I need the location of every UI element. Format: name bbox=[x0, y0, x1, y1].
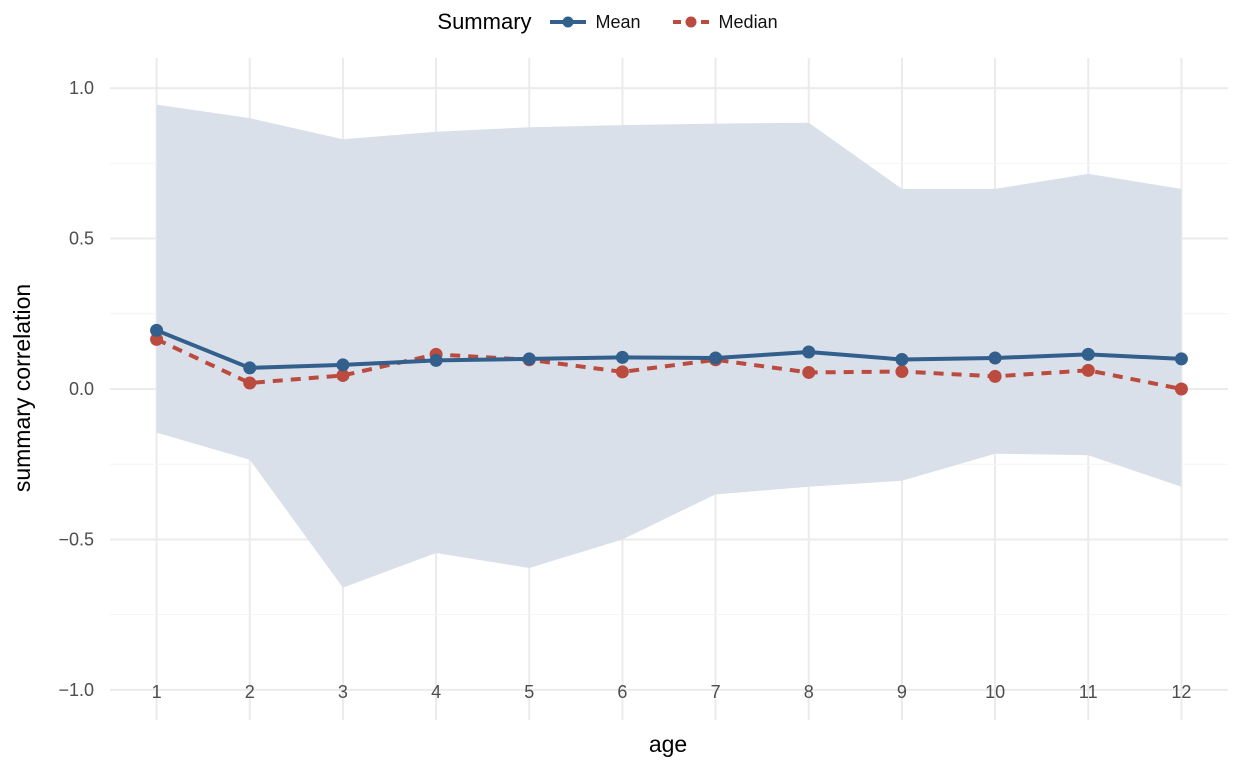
point-mean bbox=[709, 351, 723, 365]
point-median bbox=[615, 365, 629, 379]
x-tick-label: 3 bbox=[338, 682, 348, 702]
point-mean bbox=[988, 351, 1002, 365]
series-line-mean bbox=[155, 328, 1182, 370]
series-line-median bbox=[155, 337, 1182, 391]
series-layer bbox=[150, 323, 1188, 396]
legend-title: Summary bbox=[437, 9, 532, 34]
point-median bbox=[1081, 363, 1095, 377]
point-mean bbox=[150, 323, 164, 337]
point-median bbox=[243, 376, 257, 390]
point-mean bbox=[336, 358, 350, 372]
point-mean bbox=[615, 350, 629, 364]
x-axis-title: age bbox=[649, 731, 687, 757]
point-mean bbox=[895, 353, 909, 367]
point-mean bbox=[1081, 347, 1095, 361]
x-tick-label: 1 bbox=[152, 682, 162, 702]
x-tick-label: 9 bbox=[897, 682, 907, 702]
point-mean bbox=[1174, 352, 1188, 366]
y-tick-label: 0.5 bbox=[69, 229, 94, 249]
x-tick-label: 10 bbox=[985, 682, 1005, 702]
point-median bbox=[802, 365, 816, 379]
y-tick-label: 0.0 bbox=[69, 379, 94, 399]
legend-label-mean: Mean bbox=[595, 11, 641, 32]
point-mean bbox=[522, 352, 536, 366]
legend-label-median: Median bbox=[718, 11, 778, 32]
y-tick-label: 1.0 bbox=[69, 78, 94, 98]
x-tick-label: 12 bbox=[1171, 682, 1191, 702]
legend-key-mean bbox=[549, 16, 586, 28]
legend-item-median: Median bbox=[671, 12, 778, 33]
x-tick-label: 6 bbox=[617, 682, 627, 702]
point-mean bbox=[429, 353, 443, 367]
point-mean bbox=[243, 361, 257, 375]
point-median bbox=[988, 369, 1002, 383]
point-median bbox=[1174, 382, 1188, 396]
x-tick-label: 4 bbox=[431, 682, 441, 702]
y-axis-title: summary correlation bbox=[9, 284, 35, 492]
legend-key-median bbox=[672, 16, 709, 28]
x-tick-label: 11 bbox=[1079, 682, 1098, 702]
point-median bbox=[895, 365, 909, 379]
x-tick-label: 7 bbox=[711, 682, 721, 702]
x-tick-label: 2 bbox=[245, 682, 255, 702]
tick-labels: 1 2 3 4 5 6 7 8 9 10 11 12−1.0−0.50.00.51.0 bbox=[58, 78, 1191, 702]
y-tick-label: −0.5 bbox=[58, 529, 94, 549]
legend-item-mean: Mean bbox=[548, 12, 641, 33]
range-band bbox=[156, 104, 1182, 588]
point-median bbox=[150, 332, 164, 346]
confidence-band bbox=[156, 104, 1182, 588]
y-tick-label: −1.0 bbox=[58, 680, 94, 700]
point-median bbox=[336, 368, 350, 382]
x-tick-label: 8 bbox=[804, 682, 814, 702]
point-mean bbox=[802, 345, 816, 359]
legend: Summary Mean Median bbox=[0, 0, 1235, 44]
x-tick-label: 5 bbox=[524, 682, 534, 702]
